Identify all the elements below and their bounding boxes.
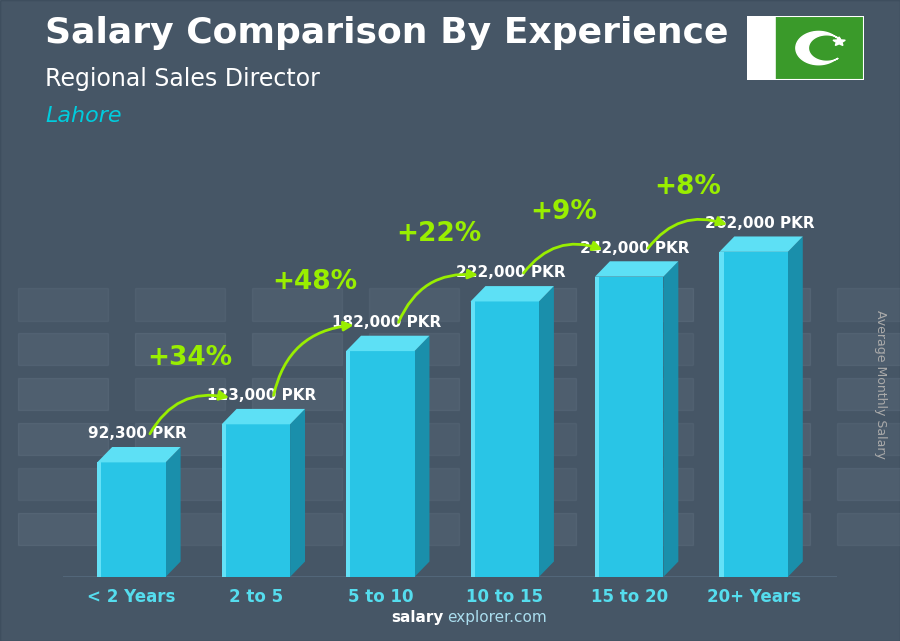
Bar bbox=[18, 288, 108, 320]
Bar bbox=[252, 333, 342, 365]
Bar bbox=[18, 423, 108, 455]
Bar bbox=[603, 423, 693, 455]
Bar bbox=[252, 378, 342, 410]
Bar bbox=[252, 468, 342, 500]
Bar bbox=[837, 288, 900, 320]
Polygon shape bbox=[166, 447, 181, 577]
Bar bbox=[837, 468, 900, 500]
Bar bbox=[252, 423, 342, 455]
Bar bbox=[595, 277, 599, 577]
FancyArrowPatch shape bbox=[648, 217, 725, 248]
Bar bbox=[720, 378, 810, 410]
Bar bbox=[252, 513, 342, 545]
Text: +48%: +48% bbox=[272, 269, 357, 295]
Text: +9%: +9% bbox=[530, 199, 597, 225]
Polygon shape bbox=[833, 37, 845, 46]
Bar bbox=[720, 468, 810, 500]
Text: Regional Sales Director: Regional Sales Director bbox=[45, 67, 320, 91]
Polygon shape bbox=[290, 409, 305, 577]
Bar bbox=[486, 513, 576, 545]
Bar bbox=[837, 378, 900, 410]
Polygon shape bbox=[221, 409, 305, 424]
Bar bbox=[369, 468, 459, 500]
Bar bbox=[720, 288, 810, 320]
Text: +22%: +22% bbox=[397, 221, 482, 247]
Bar bbox=[603, 288, 693, 320]
Bar bbox=[18, 513, 108, 545]
Polygon shape bbox=[539, 286, 554, 577]
Bar bbox=[603, 333, 693, 365]
Bar bbox=[719, 252, 788, 577]
Bar bbox=[18, 378, 108, 410]
Bar bbox=[135, 423, 225, 455]
Bar bbox=[603, 378, 693, 410]
Bar bbox=[486, 333, 576, 365]
Polygon shape bbox=[663, 262, 679, 577]
Text: Average Monthly Salary: Average Monthly Salary bbox=[874, 310, 886, 459]
Bar bbox=[346, 351, 350, 577]
Polygon shape bbox=[346, 336, 429, 351]
Text: 242,000 PKR: 242,000 PKR bbox=[580, 240, 690, 256]
Bar bbox=[720, 333, 810, 365]
Bar bbox=[97, 462, 166, 577]
Text: explorer.com: explorer.com bbox=[447, 610, 547, 625]
Bar bbox=[837, 423, 900, 455]
Text: 92,300 PKR: 92,300 PKR bbox=[88, 426, 187, 441]
Bar bbox=[837, 333, 900, 365]
Bar bbox=[135, 513, 225, 545]
Polygon shape bbox=[788, 237, 803, 577]
Bar bbox=[776, 16, 864, 80]
Bar bbox=[97, 462, 102, 577]
Polygon shape bbox=[471, 286, 554, 301]
Text: +8%: +8% bbox=[654, 174, 722, 200]
Text: 182,000 PKR: 182,000 PKR bbox=[332, 315, 441, 330]
Text: 222,000 PKR: 222,000 PKR bbox=[456, 265, 565, 280]
Bar bbox=[369, 333, 459, 365]
FancyArrowPatch shape bbox=[524, 242, 599, 273]
Text: 262,000 PKR: 262,000 PKR bbox=[705, 216, 814, 231]
Bar bbox=[369, 513, 459, 545]
Bar bbox=[135, 288, 225, 320]
Bar bbox=[486, 378, 576, 410]
Bar bbox=[18, 468, 108, 500]
Polygon shape bbox=[595, 262, 679, 277]
Text: Salary Comparison By Experience: Salary Comparison By Experience bbox=[45, 16, 728, 50]
Bar bbox=[471, 301, 474, 577]
Bar bbox=[837, 513, 900, 545]
Bar bbox=[221, 424, 226, 577]
FancyArrowPatch shape bbox=[150, 392, 226, 434]
Polygon shape bbox=[719, 237, 803, 252]
Bar bbox=[603, 468, 693, 500]
Bar bbox=[486, 468, 576, 500]
Bar bbox=[252, 288, 342, 320]
Text: salary: salary bbox=[392, 610, 444, 625]
Bar bbox=[720, 513, 810, 545]
Polygon shape bbox=[97, 447, 181, 462]
FancyArrowPatch shape bbox=[399, 271, 475, 322]
Bar bbox=[595, 277, 663, 577]
Text: 123,000 PKR: 123,000 PKR bbox=[207, 388, 317, 403]
Bar bbox=[603, 513, 693, 545]
Polygon shape bbox=[796, 31, 841, 65]
Text: +34%: +34% bbox=[148, 345, 233, 371]
Bar bbox=[720, 423, 810, 455]
Bar bbox=[719, 252, 724, 577]
Bar bbox=[135, 333, 225, 365]
Bar bbox=[135, 468, 225, 500]
Bar bbox=[486, 288, 576, 320]
Bar bbox=[747, 16, 776, 80]
Bar bbox=[369, 288, 459, 320]
Bar bbox=[18, 333, 108, 365]
Polygon shape bbox=[415, 336, 429, 577]
Bar bbox=[486, 423, 576, 455]
Bar bbox=[369, 423, 459, 455]
Bar bbox=[346, 351, 415, 577]
Bar bbox=[369, 378, 459, 410]
Bar bbox=[471, 301, 539, 577]
Bar bbox=[221, 424, 290, 577]
FancyArrowPatch shape bbox=[274, 322, 350, 395]
Text: Lahore: Lahore bbox=[45, 106, 122, 126]
Bar bbox=[135, 378, 225, 410]
